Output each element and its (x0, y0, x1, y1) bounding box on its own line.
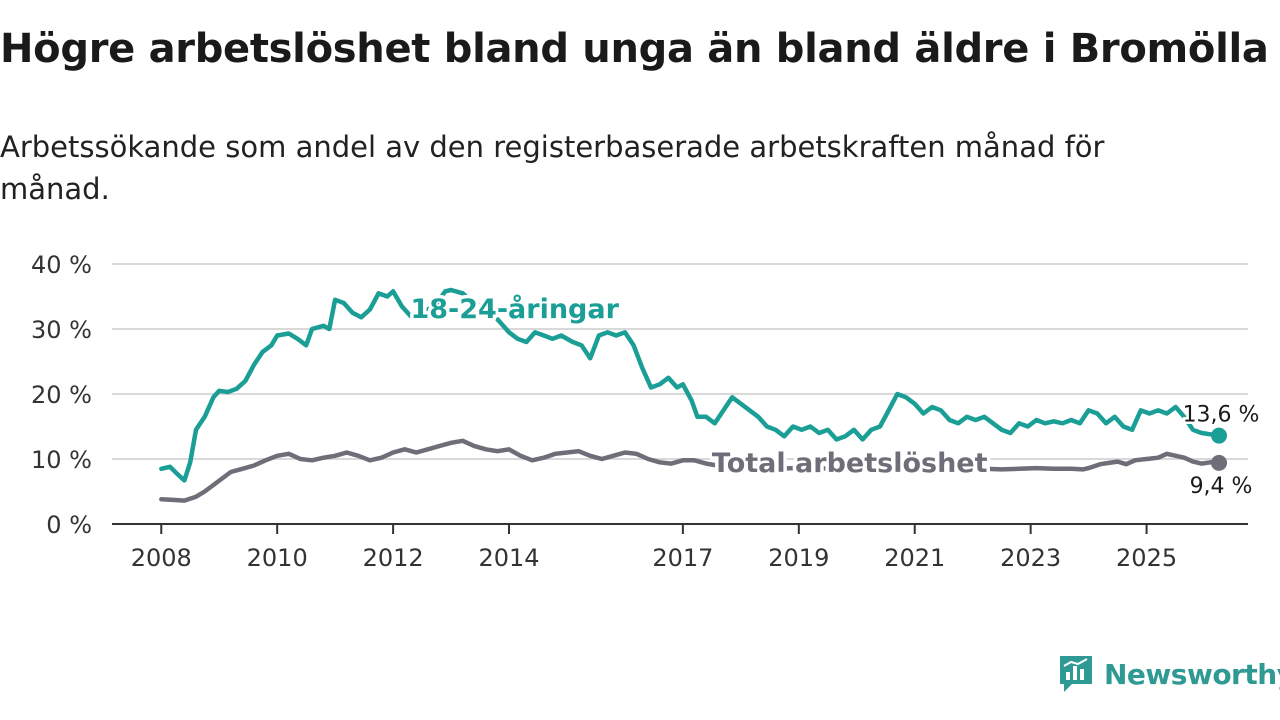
series-line-total (159, 438, 1222, 503)
y-axis-labels: 0 % 10 % 20 % 30 % 40 % (31, 251, 92, 539)
x-axis: 2008 2010 2012 2014 2017 2019 2021 2023 2025 (112, 523, 1248, 572)
x-tick-label-2012: 2012 (363, 544, 424, 572)
series-lines (159, 287, 1228, 503)
y-tick-label-40: 40 % (31, 251, 92, 279)
series-line-youth (159, 287, 1222, 483)
y-tick-label-20: 20 % (31, 381, 92, 409)
grid-lines (112, 263, 1248, 460)
y-tick-label-0: 0 % (46, 511, 92, 539)
x-tick-label-2023: 2023 (1000, 544, 1061, 572)
newsworthy-brand: Newsworthy (1058, 652, 1280, 696)
x-tick-label-2019: 2019 (768, 544, 829, 572)
annotations: 18-24-åringar Total arbetslöshet 13,6 % 9,4… (407, 290, 1262, 502)
x-tick-label-2017: 2017 (652, 544, 713, 572)
newsworthy-logo-icon (1060, 656, 1092, 692)
end-point-total (1211, 454, 1228, 471)
end-value-label-total: 9,4 % (1190, 474, 1253, 499)
x-tick-label-2008: 2008 (131, 544, 192, 572)
end-value-label-youth: 13,6 % (1183, 403, 1260, 428)
x-tick-label-2025: 2025 (1116, 544, 1177, 572)
x-tick-label-2021: 2021 (884, 544, 945, 572)
series-label-youth: 18-24-åringar (410, 293, 619, 325)
chart-subtitle: Arbetssökande som andel av den registerb… (0, 130, 1105, 206)
brand-name: Newsworthy (1104, 657, 1280, 691)
y-tick-label-30: 30 % (31, 316, 92, 344)
y-tick-label-10: 10 % (31, 446, 92, 474)
chart-title: Högre arbetslöshet bland unga än bland ä… (0, 26, 1269, 72)
series-label-total: Total arbetslöshet (712, 448, 988, 479)
x-tick-label-2014: 2014 (478, 544, 539, 572)
end-point-youth (1211, 427, 1228, 444)
x-tick-label-2010: 2010 (247, 544, 308, 572)
